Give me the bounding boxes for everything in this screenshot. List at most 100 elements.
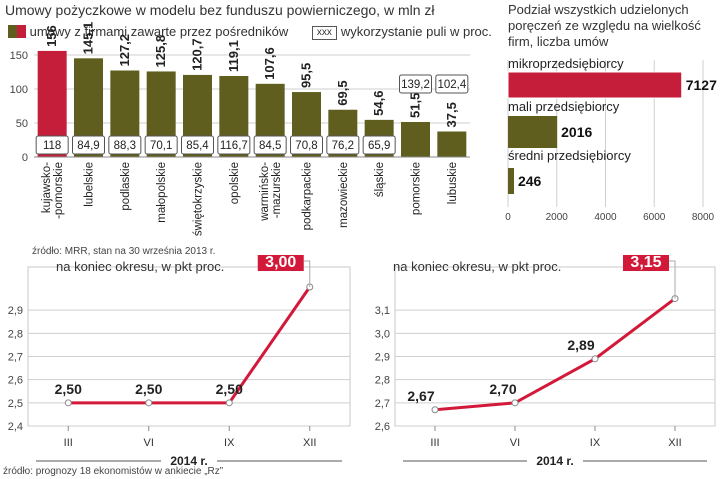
usage-label: 84,5	[259, 140, 281, 152]
y-tick-label: 2,5	[8, 398, 23, 410]
category-label: opolskie	[229, 162, 241, 204]
usage-label: 70,1	[150, 140, 172, 152]
bar-value-label: 37,5	[444, 102, 459, 127]
x-tick-label: 0	[505, 212, 511, 223]
bar	[508, 168, 514, 194]
legend-contracts-label: umowy z firmami zawarte przez pośrednikó…	[29, 24, 289, 39]
x-tick-label: III	[64, 437, 73, 449]
data-point	[431, 406, 439, 414]
y-tick-label: 2,9	[375, 352, 390, 364]
usage-label: 85,4	[186, 140, 209, 152]
usage-label: 84,9	[77, 140, 99, 152]
y-tick-label: 2,6	[375, 421, 390, 433]
y-tick-label: 100	[10, 84, 28, 96]
bar-value-label: 120,7	[190, 38, 205, 71]
bar	[437, 131, 467, 157]
y-tick-label: 2,7	[375, 398, 390, 410]
usage-box	[217, 135, 251, 155]
bar	[507, 71, 683, 99]
legend-usage-box: xxx	[311, 26, 337, 40]
usage-box	[144, 135, 178, 155]
usage-box	[290, 135, 323, 155]
bar-value-label: 54,6	[371, 91, 386, 116]
usage-box	[181, 135, 214, 155]
bar	[401, 121, 430, 157]
series-line	[68, 286, 311, 405]
data-point	[145, 399, 153, 407]
x-tick-label: 8000	[692, 212, 715, 223]
category-label: mikroprzedsiębiorcy	[508, 56, 624, 71]
usage-label: 76,2	[332, 140, 354, 152]
usage-label: 139,2	[401, 79, 430, 91]
plot-frame	[394, 266, 716, 427]
bar-value-label: 145,1	[81, 22, 96, 55]
category-label: pomorskie	[411, 162, 423, 215]
usage-box	[362, 135, 396, 155]
line-chart-title: na koniec okresu, w pkt proc.	[56, 259, 224, 274]
x-tick-label: VI	[144, 437, 154, 449]
leader-line	[669, 260, 676, 299]
usage-box	[108, 135, 142, 155]
data-label: 3,00	[265, 255, 296, 271]
x-tick-label: 6000	[643, 212, 666, 223]
regional-bar-chart: 0 50 100 150 156 118 kujawsko- -pomorskie 145,1 8…	[10, 22, 470, 236]
y-tick-label: 2,8	[375, 375, 390, 387]
usage-box	[35, 135, 69, 155]
bar	[508, 116, 558, 148]
x-tick-label: III	[430, 437, 439, 449]
legend: umowy z firmami zawarte przez pośrednikó…	[8, 24, 492, 40]
bar-value-label: 69,5	[335, 80, 350, 105]
y-tick-label: 3,1	[375, 305, 390, 317]
highlight-box	[257, 255, 304, 271]
bar-value-label: 51,5	[408, 93, 423, 118]
y-tick-label: 50	[16, 118, 28, 130]
bar-value-label: 2016	[561, 124, 592, 140]
x-tick-label: 4000	[594, 212, 617, 223]
bar-value-label: 156	[44, 25, 59, 47]
data-label: 2,70	[489, 381, 516, 397]
bar-value-label: 95,5	[299, 63, 314, 88]
line-chart-right: 2,6 2,7 2,8 2,9 3,0 3,1 na koniec okresu, w pk…	[375, 255, 716, 467]
legend-olive-swatch	[8, 25, 17, 38]
series-line	[434, 297, 676, 412]
bar-value-label: 125,8	[153, 35, 168, 68]
firm-size-bar-chart: 0 2000 4000 6000 8000 mikroprzedsiębiorcy 7127…	[505, 56, 717, 223]
category-label: średni przedsiębiorcy	[508, 148, 631, 163]
category-label: mazowieckie	[338, 162, 350, 228]
bar-value-label: 107,6	[262, 47, 277, 80]
usage-label: 116,7	[220, 140, 248, 152]
y-tick-label: 2,9	[8, 305, 23, 317]
x-tick-label: 2000	[546, 212, 569, 223]
usage-box	[253, 135, 287, 155]
data-label: 2,50	[55, 381, 82, 397]
usage-box	[399, 74, 432, 94]
y-tick-label: 2,7	[8, 352, 23, 364]
category-label: podkarpackie	[302, 162, 314, 230]
x-tick-label: XII	[668, 437, 681, 449]
legend-usage-label: wykorzystanie puli w proc.	[340, 24, 492, 39]
usage-label: 70,8	[295, 140, 317, 152]
usage-label: 102,4	[437, 79, 466, 91]
category-label: lubelskie	[84, 162, 96, 207]
bar-chart-title: Umowy pożyczkowe w modelu bez funduszu p…	[5, 2, 435, 18]
category-label: warmińsko-	[259, 162, 271, 222]
line-chart-left: 2,4 2,5 2,6 2,7 2,8 2,9 na koniec okresu, w pk…	[8, 255, 351, 467]
category-label: lubuskie	[447, 162, 459, 204]
category-label: kujawsko-	[41, 162, 53, 213]
category-label: małopolskie	[156, 162, 168, 223]
usage-box	[435, 74, 469, 94]
y-tick-label: 2,6	[8, 375, 23, 387]
bar-value-label: 246	[518, 173, 542, 189]
highlight-box	[623, 255, 669, 271]
data-point	[64, 399, 72, 407]
data-label: 3,15	[630, 255, 661, 271]
source-note-1: źródło: MRR, stan na 30 września 2013 r.	[32, 246, 216, 257]
hbar-chart-title: Podział wszystkich udzielonych poręczeń …	[508, 2, 701, 49]
usage-label: 65,9	[368, 140, 390, 152]
category-label: śląskie	[374, 162, 386, 197]
usage-box	[326, 135, 360, 155]
data-point	[511, 399, 519, 407]
legend-red-swatch	[17, 25, 26, 38]
usage-label: 118	[43, 140, 61, 152]
x-tick-label: IX	[590, 437, 601, 449]
